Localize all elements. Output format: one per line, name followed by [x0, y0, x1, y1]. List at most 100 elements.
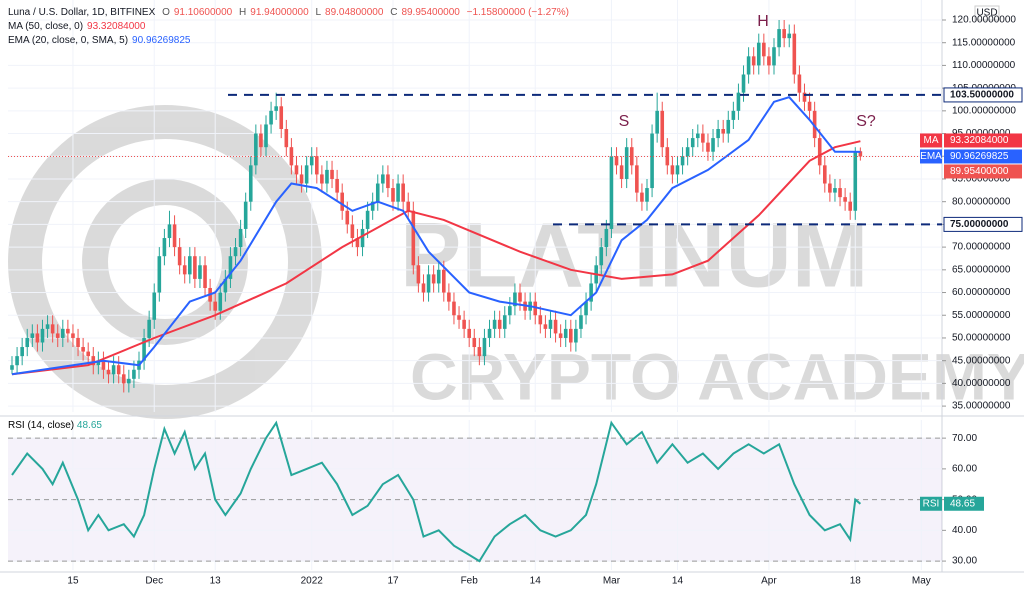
- candle-body: [152, 292, 157, 320]
- y-tick-label: 45.00000000: [952, 355, 1011, 366]
- candle-body: [330, 169, 334, 179]
- candle-body: [101, 360, 106, 370]
- candle-body: [802, 92, 807, 102]
- y-tick-label: 115.00000000: [952, 37, 1016, 48]
- candle-body: [61, 328, 65, 338]
- y-tick-label: 60.00: [952, 464, 977, 475]
- candle-body: [71, 333, 75, 338]
- candle-body: [767, 56, 771, 66]
- candle-body: [731, 110, 736, 120]
- candle-body: [563, 328, 568, 338]
- candle-body: [106, 369, 111, 375]
- ohlc-key: L: [315, 7, 322, 18]
- candle-body: [365, 210, 370, 229]
- price-tag: [944, 149, 1022, 164]
- candle-body: [203, 265, 207, 288]
- price-tag: [943, 87, 1023, 103]
- candle-body: [492, 319, 497, 329]
- candle-body: [558, 333, 563, 338]
- y-tick-label: 40.00000000: [952, 378, 1011, 389]
- candle-body: [584, 301, 588, 316]
- candle-body: [116, 365, 121, 375]
- candle-body: [706, 142, 710, 152]
- candle-body: [147, 319, 151, 338]
- candle-body: [386, 174, 390, 189]
- y-tick-label: 100.00000000: [952, 105, 1016, 116]
- x-tick-label: May: [912, 576, 931, 587]
- y-tick-label: 35.00000000: [952, 401, 1011, 412]
- candle-body: [264, 124, 268, 148]
- candle-body: [787, 33, 792, 39]
- candle-body: [746, 56, 751, 75]
- candle-body: [132, 369, 136, 379]
- indicator-row: EMA (20, close, 0, SMA, 5) 90.96269825: [8, 34, 573, 48]
- candle-body: [91, 356, 96, 366]
- candle-body: [665, 147, 670, 166]
- candle-body: [629, 147, 634, 166]
- x-tick-label: Feb: [461, 576, 479, 587]
- ohlc-key: C: [390, 7, 398, 18]
- y-tick-label: 120.00000000: [952, 15, 1016, 26]
- annotation: S: [619, 113, 630, 130]
- candle-body: [66, 328, 70, 334]
- candle-body: [502, 315, 507, 329]
- indicator-name: EMA (20, close, 0, SMA, 5): [8, 35, 129, 46]
- candle-body: [320, 174, 324, 184]
- candle-body: [426, 274, 431, 293]
- candle-body: [619, 165, 624, 179]
- candle-body: [660, 110, 665, 148]
- x-tick-label: 17: [387, 576, 399, 587]
- candle-body: [736, 92, 741, 111]
- candle-body: [609, 156, 614, 229]
- candle-body: [157, 256, 162, 293]
- candle-body: [457, 315, 461, 320]
- symbol-row: Luna / U.S. Dollar, 1D, BITFINEX O 91.106…: [8, 6, 573, 20]
- candle-body: [782, 29, 786, 39]
- candle-body: [370, 201, 375, 211]
- y-tick-label: 60.00000000: [952, 287, 1011, 298]
- x-tick-label: 14: [530, 576, 542, 587]
- candle-body: [462, 319, 466, 329]
- candle-body: [35, 333, 40, 343]
- candle-body: [142, 337, 146, 361]
- watermark-text: PLATINUM: [400, 204, 868, 306]
- candle-body: [487, 328, 492, 338]
- price-tag-label: 90.96269825: [950, 151, 1009, 162]
- candle-body: [442, 269, 446, 293]
- candle-body: [20, 347, 24, 357]
- indicator-name: RSI (14, close): [8, 420, 75, 431]
- candle-body: [543, 324, 548, 329]
- candle-body: [655, 110, 659, 134]
- candle-body: [121, 374, 126, 384]
- candle-body: [243, 201, 248, 229]
- ohlc-value: 89.04800000: [325, 7, 384, 18]
- ohlc-key: H: [239, 7, 247, 18]
- candle-body: [579, 315, 583, 329]
- candle-body: [756, 42, 761, 66]
- indicator-line: [11, 140, 861, 376]
- candle-body: [467, 328, 471, 338]
- ohlc-value: 89.95400000: [401, 7, 460, 18]
- y-tick-label: 55.00000000: [952, 310, 1011, 321]
- candle-body: [406, 201, 411, 211]
- candle-body: [518, 292, 522, 302]
- candle-body: [289, 147, 294, 166]
- candle-body: [50, 324, 55, 334]
- candle-body: [294, 165, 299, 175]
- annotation: S?: [856, 113, 876, 130]
- candle-body: [670, 165, 675, 175]
- candle-body: [391, 188, 395, 202]
- watermark-logo: [82, 179, 248, 345]
- candle-body: [228, 256, 233, 279]
- candle-body: [233, 247, 238, 257]
- candle-body: [188, 256, 192, 275]
- candle-body: [569, 328, 573, 343]
- candle-body: [30, 333, 35, 338]
- candle-body: [76, 337, 80, 348]
- candle-body: [193, 256, 197, 279]
- candle-body: [10, 365, 14, 370]
- candle-body: [355, 238, 360, 248]
- candle-body: [812, 110, 817, 139]
